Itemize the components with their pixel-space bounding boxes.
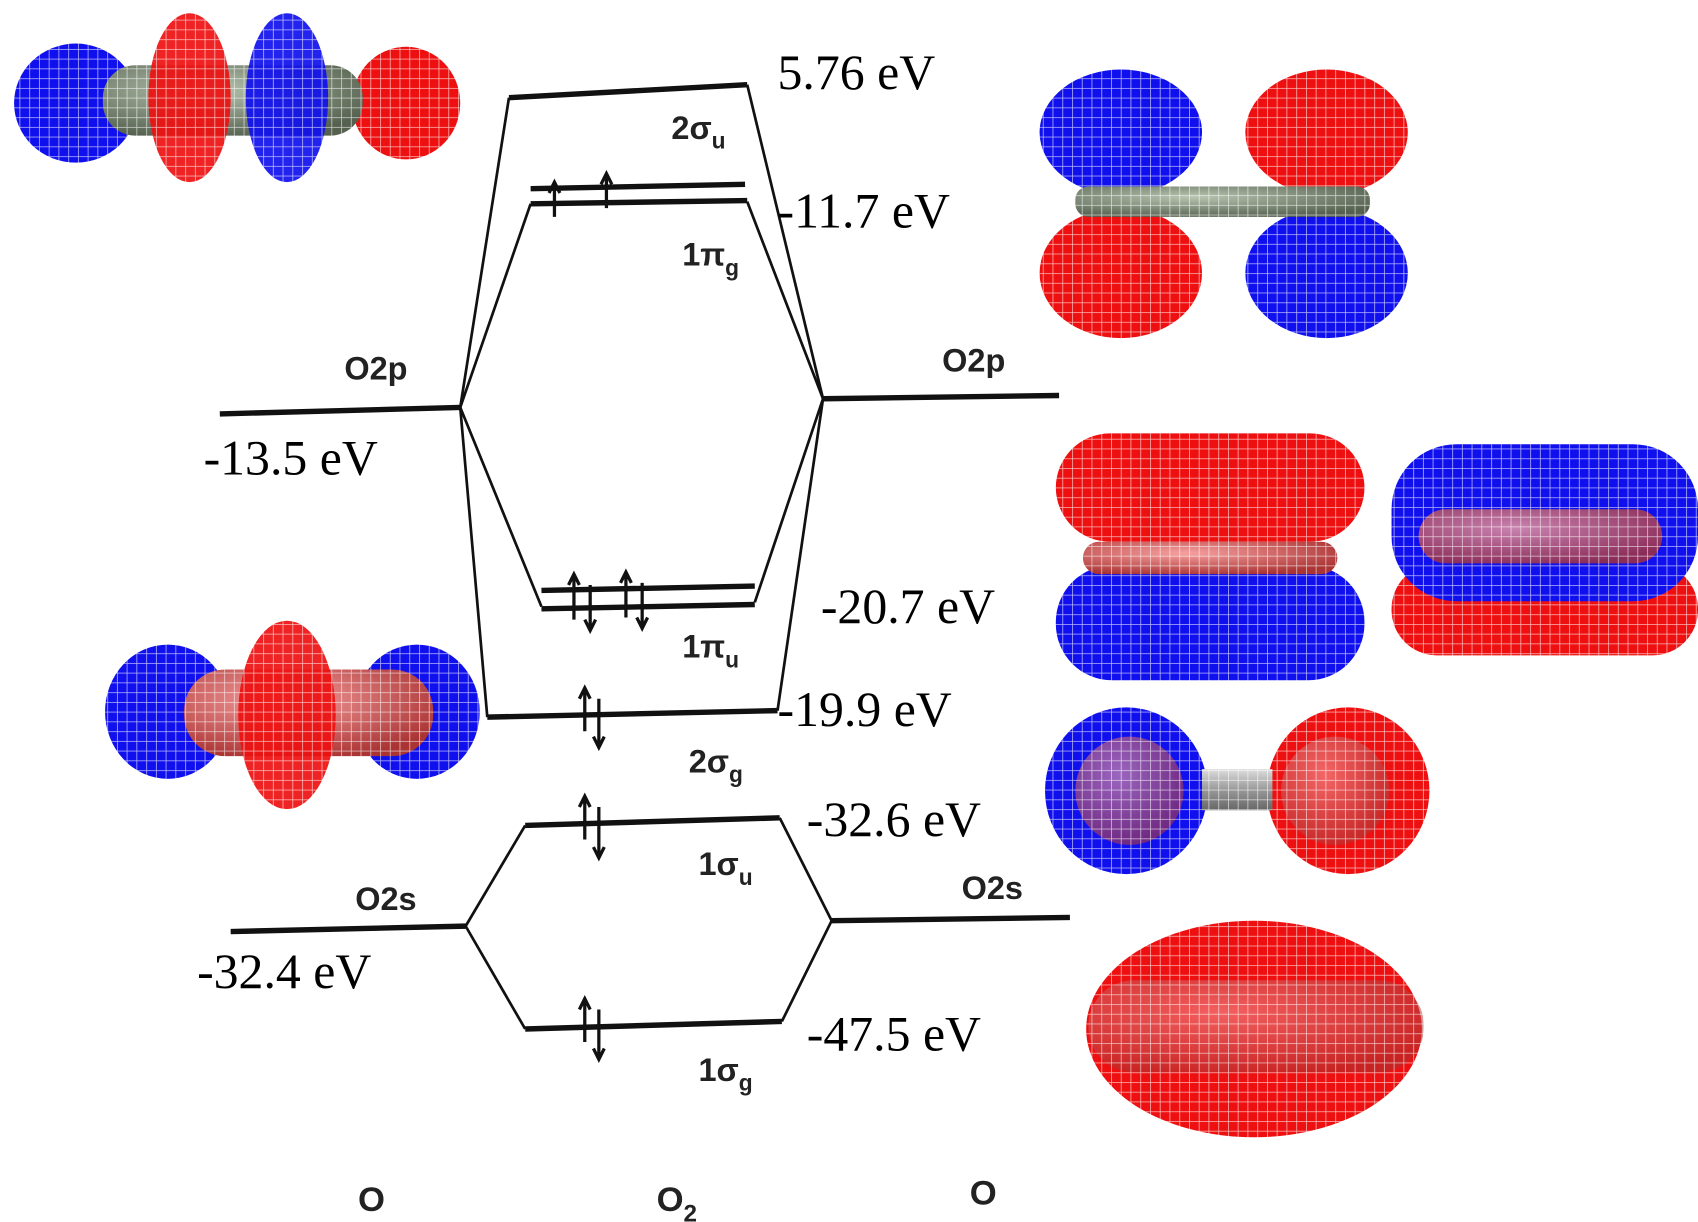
- orbital-label-sub: u: [725, 646, 739, 672]
- atomic-label: O2p: [344, 350, 407, 386]
- mo-diagram: 2σu5.76 eV1πg-11.7 eV1πu-20.7 eV2σg-19.9…: [0, 0, 1698, 1222]
- electrons: [549, 174, 648, 1060]
- energy-label: -13.5 eV: [204, 431, 378, 486]
- energy-label: -32.4 eV: [197, 944, 371, 999]
- orbital-label: 1πu: [682, 629, 739, 673]
- orbital-label-main: 1π: [682, 237, 725, 273]
- electron-pair: [579, 796, 604, 858]
- orbital-label-main: 1σ: [698, 846, 738, 882]
- orbital-1pg: [1037, 65, 1411, 341]
- level: [220, 407, 460, 413]
- orbital-1pu: [1056, 433, 1698, 682]
- orbital-label-sub: g: [729, 761, 743, 787]
- orbital-label: 2σu: [671, 110, 725, 154]
- connector: [460, 399, 823, 607]
- level: [525, 818, 779, 826]
- energy-label: -47.5 eV: [807, 1007, 981, 1062]
- column-label-main: O: [657, 1181, 684, 1219]
- orbital-label-main: 2σ: [689, 743, 729, 779]
- atomic-label: O2p: [942, 343, 1005, 379]
- column-label-main: O: [970, 1174, 997, 1212]
- electron: [549, 174, 612, 217]
- level: [531, 184, 748, 203]
- orbital-label-sub: g: [739, 1070, 753, 1096]
- column-label-main: O: [358, 1181, 385, 1219]
- level: [832, 917, 1070, 920]
- connectors: [460, 85, 831, 1029]
- orbital-label: 1σg: [698, 1052, 752, 1096]
- connector: [466, 921, 832, 1029]
- orbital-2sg: [105, 621, 484, 811]
- orbital-1sg: [1086, 921, 1424, 1138]
- orbital-label: 1σu: [698, 846, 752, 890]
- orbital-label-main: 1π: [682, 629, 725, 665]
- orbital-label-main: 2σ: [671, 110, 711, 146]
- orbital-label: 2σg: [689, 743, 743, 787]
- level: [487, 711, 777, 717]
- atomic-label: O2s: [962, 870, 1023, 906]
- orbital-label: 1πg: [682, 237, 739, 281]
- level: [823, 396, 1059, 399]
- energy-label: 5.76 eV: [778, 45, 936, 100]
- electron-pair: [569, 572, 648, 630]
- energy-label: -32.6 eV: [807, 792, 981, 847]
- level: [509, 85, 747, 98]
- orbital-1su: [1045, 707, 1429, 875]
- column-label: O: [970, 1174, 997, 1212]
- connector: [466, 818, 832, 926]
- column-label: O: [358, 1181, 385, 1219]
- orbital-2su: [11, 11, 466, 195]
- atomic-label: O2s: [355, 881, 416, 917]
- orbital-label-sub: u: [712, 128, 726, 154]
- orbital-label-sub: g: [725, 254, 739, 280]
- column-label: O2: [657, 1181, 697, 1222]
- energy-label: -19.9 eV: [778, 682, 952, 737]
- orbital-label-sub: u: [739, 864, 753, 890]
- orbital-label-main: 1σ: [698, 1052, 738, 1088]
- level: [525, 1021, 782, 1029]
- connector: [460, 202, 823, 408]
- energy-label: -11.7 eV: [778, 184, 950, 239]
- column-label-sub: 2: [684, 1200, 698, 1222]
- level: [231, 926, 466, 931]
- energy-label: -20.7 eV: [821, 579, 995, 634]
